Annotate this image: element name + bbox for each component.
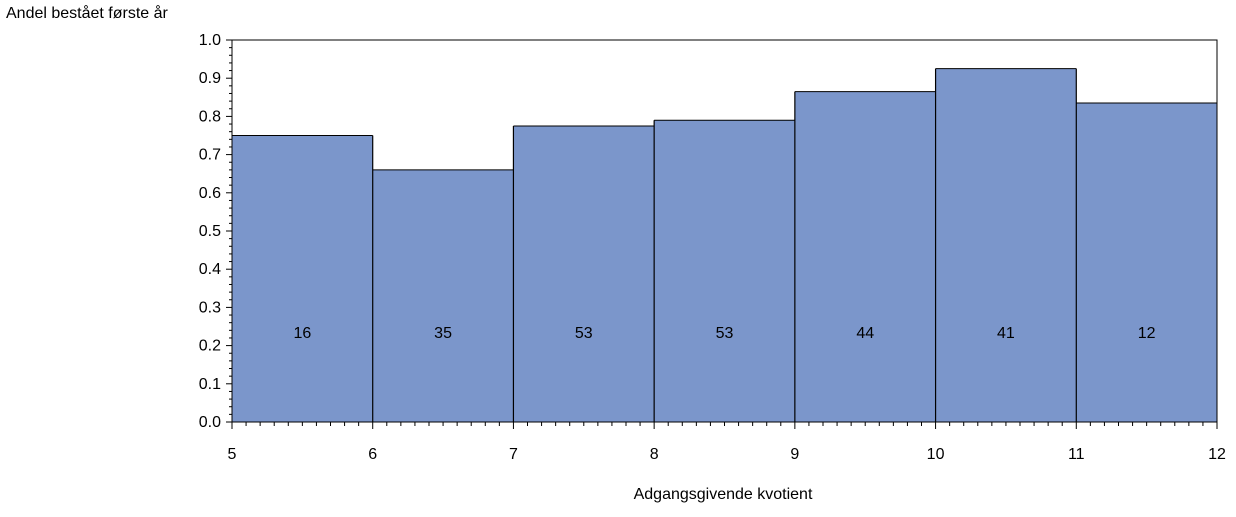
y-tick-label-8: 0.8 [199, 108, 221, 125]
bar-label-6: 12 [1138, 325, 1156, 342]
bar-0 [232, 135, 373, 422]
y-tick-label-1: 0.1 [199, 376, 221, 393]
y-tick-label-2: 0.2 [199, 338, 221, 355]
x-tick-label-0: 5 [228, 446, 237, 463]
bar-label-1: 35 [434, 325, 452, 342]
x-tick-label-4: 9 [790, 446, 799, 463]
bar-label-3: 53 [716, 325, 734, 342]
y-tick-label-7: 0.7 [199, 147, 221, 164]
bars-group [232, 68, 1217, 423]
y-tick-label-9: 0.9 [199, 70, 221, 87]
y-axis: 0.0 0.1 0.2 0.3 0.4 0.5 0.6 0.7 0.8 0.9 1.0 [199, 32, 232, 431]
bar-count-labels: 16 35 53 53 44 41 12 [293, 325, 1155, 342]
y-tick-label-5: 0.5 [199, 223, 221, 240]
bar-6 [1076, 103, 1217, 422]
bar-2 [513, 125, 655, 422]
y-tick-label-3: 0.3 [199, 299, 221, 316]
x-axis: 5 6 7 8 9 10 11 12 [228, 422, 1226, 463]
bar-4 [794, 91, 936, 422]
bar-1 [372, 169, 514, 422]
plot-frame [231, 39, 1218, 423]
y-tick-label-0: 0.0 [199, 414, 221, 431]
x-tick-label-3: 8 [650, 446, 659, 463]
y-tick-label-6: 0.6 [199, 185, 221, 202]
x-tick-label-1: 6 [368, 446, 377, 463]
x-tick-label-7: 12 [1208, 446, 1226, 463]
x-tick-label-6: 11 [1068, 446, 1085, 463]
y-tick-label-10: 1.0 [199, 32, 221, 49]
x-tick-label-5: 10 [927, 446, 945, 463]
bar-dividers [372, 68, 1077, 422]
bar-label-4: 44 [856, 325, 874, 342]
bar-label-5: 41 [997, 325, 1015, 342]
x-tick-label-2: 7 [509, 446, 518, 463]
y-axis-title: Andel bestået første år [6, 5, 168, 22]
bar-label-0: 16 [293, 325, 311, 342]
bar-label-2: 53 [575, 325, 593, 342]
x-axis-title: Adgangsgivende kvotient [633, 486, 813, 503]
bar-3 [654, 120, 795, 422]
y-tick-label-4: 0.4 [199, 261, 221, 278]
bar-5 [935, 68, 1077, 423]
